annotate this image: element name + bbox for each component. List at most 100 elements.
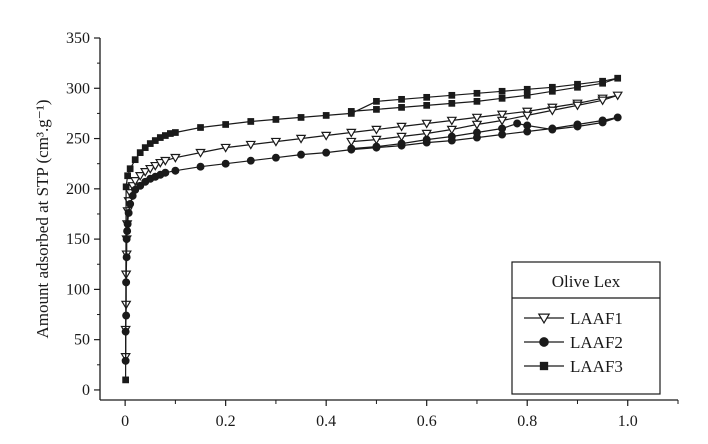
series-layer: [120, 74, 623, 384]
data-point-laaf2: [123, 220, 132, 228]
data-point-laaf3: [473, 89, 481, 97]
data-point-laaf3: [548, 83, 556, 91]
data-point-laaf2: [397, 139, 406, 148]
data-point-laaf3: [122, 376, 129, 384]
y-tick-label: 150: [66, 231, 90, 248]
data-point-laaf3: [167, 130, 174, 137]
data-point-laaf1: [421, 119, 432, 129]
data-point-laaf2: [221, 159, 230, 168]
data-point-laaf3: [599, 79, 606, 87]
data-point-laaf1: [446, 116, 458, 126]
data-point-laaf3: [156, 134, 164, 141]
data-point-laaf2: [498, 124, 507, 133]
y-axis-label: Amount adsorbed at STP (cm³.g⁻¹): [33, 99, 52, 338]
data-point-laaf2: [123, 227, 132, 236]
data-point-laaf2: [126, 199, 135, 208]
data-point-laaf1: [346, 128, 357, 138]
data-point-laaf2: [513, 119, 522, 128]
series-laaf2: [121, 113, 622, 365]
data-point-laaf2: [598, 118, 607, 127]
data-point-laaf3: [146, 140, 154, 147]
data-point-laaf1: [421, 129, 432, 139]
legend-swatch-marker: [539, 337, 549, 347]
data-point-laaf1: [134, 172, 146, 181]
data-point-laaf1: [270, 137, 282, 147]
data-point-laaf2: [122, 235, 131, 244]
data-point-laaf1: [396, 132, 407, 142]
data-point-laaf2: [523, 121, 532, 130]
data-point-laaf2: [322, 148, 331, 157]
data-point-laaf1: [597, 96, 608, 106]
data-point-laaf3: [151, 137, 159, 144]
y-tick-label: 250: [66, 131, 90, 148]
data-point-laaf1: [220, 143, 231, 153]
data-point-laaf1: [170, 153, 181, 163]
series-laaf3: [122, 74, 622, 384]
data-point-laaf3: [473, 97, 481, 105]
data-point-laaf1: [572, 101, 583, 111]
data-point-laaf2: [122, 253, 131, 262]
data-point-laaf1: [346, 137, 357, 147]
legend-swatch-marker: [539, 361, 549, 371]
data-point-laaf1: [160, 156, 171, 166]
data-point-laaf1: [320, 131, 332, 141]
data-point-laaf3: [398, 95, 405, 103]
data-point-laaf2: [472, 128, 481, 137]
data-point-laaf2: [171, 166, 180, 175]
data-point-laaf2: [372, 142, 381, 151]
y-tick-label: 350: [66, 30, 90, 47]
legend: Olive Lex LAAF1 LAAF2 LAAF3: [511, 261, 661, 395]
data-point-laaf3: [398, 104, 405, 111]
data-point-laaf1: [547, 106, 558, 116]
data-point-laaf1: [471, 120, 483, 130]
data-point-laaf3: [574, 83, 581, 91]
data-point-laaf3: [136, 149, 144, 156]
data-point-laaf3: [222, 121, 230, 128]
data-point-laaf2: [548, 125, 557, 134]
y-tick-label: 0: [82, 382, 90, 399]
data-point-laaf3: [448, 100, 456, 107]
legend-item-laaf3: LAAF3: [524, 357, 623, 376]
legend-title: Olive Lex: [552, 272, 621, 291]
series-laaf1: [120, 91, 623, 362]
data-point-laaf2: [271, 153, 280, 162]
data-point-laaf3: [614, 74, 622, 82]
y-tick-label: 100: [66, 281, 90, 298]
data-point-laaf2: [613, 113, 622, 122]
data-point-laaf2: [161, 168, 170, 177]
data-point-laaf2: [124, 208, 133, 217]
x-tick-label: 0: [121, 413, 129, 430]
y-tick-label: 300: [66, 80, 90, 97]
x-tick-label: 0.6: [417, 413, 437, 430]
data-point-laaf1: [139, 167, 151, 177]
data-point-laaf3: [197, 124, 204, 131]
data-point-laaf1: [446, 125, 458, 135]
data-point-laaf1: [371, 125, 382, 135]
legend-swatch-marker: [537, 313, 551, 325]
x-tick-label: 0.2: [216, 413, 236, 430]
x-tick-label: 0.8: [517, 413, 537, 430]
data-point-laaf1: [371, 135, 382, 145]
data-point-laaf3: [523, 91, 531, 99]
data-point-laaf3: [122, 183, 130, 191]
data-point-laaf3: [548, 87, 556, 95]
data-point-laaf1: [471, 113, 483, 123]
data-point-laaf1: [521, 111, 533, 121]
data-point-laaf3: [373, 106, 380, 113]
data-point-laaf3: [373, 97, 380, 105]
data-point-laaf1: [245, 140, 257, 150]
data-point-laaf1: [155, 158, 166, 168]
legend-item-laaf2: LAAF2: [524, 333, 623, 352]
data-point-laaf3: [297, 114, 305, 121]
data-point-laaf3: [423, 93, 431, 101]
data-point-laaf1: [129, 177, 141, 186]
legend-label: LAAF3: [570, 357, 623, 376]
data-point-laaf2: [297, 150, 306, 159]
data-point-laaf3: [124, 172, 132, 180]
data-point-laaf3: [448, 91, 456, 99]
legend-item-laaf1: LAAF1: [524, 309, 623, 328]
y-tick-label: 200: [66, 181, 90, 198]
data-point-laaf2: [347, 144, 356, 153]
